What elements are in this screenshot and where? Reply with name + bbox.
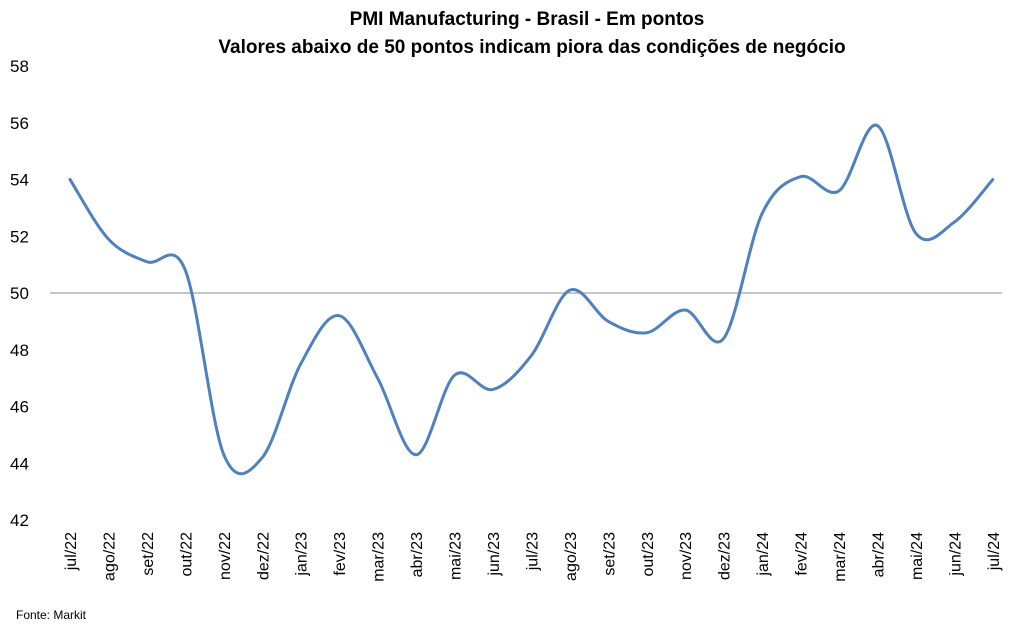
y-tick-label: 54	[10, 171, 29, 190]
data-point-fev-24	[798, 174, 804, 180]
data-point-ago-22	[105, 236, 111, 242]
x-tick-label: out/23	[640, 532, 657, 577]
y-tick-label: 48	[10, 341, 29, 360]
data-point-jun-23	[490, 386, 496, 392]
data-point-jun-24	[951, 219, 957, 225]
data-point-jul-22	[67, 177, 73, 183]
data-point-mar-23	[375, 375, 381, 381]
y-tick-label: 56	[10, 114, 29, 133]
x-tick-label: mar/24	[832, 532, 849, 582]
x-tick-label: jul/24	[986, 532, 1003, 571]
data-point-jul-24	[990, 177, 996, 183]
y-tick-label: 44	[10, 454, 29, 473]
x-tick-label: nov/23	[678, 532, 695, 580]
data-points	[67, 123, 996, 461]
x-tick-label: jun/24	[947, 532, 964, 577]
data-point-mai-24	[913, 230, 919, 236]
y-tick-label: 52	[10, 227, 29, 246]
series-line-pmi	[68, 123, 995, 476]
x-tick-label: mai/24	[909, 532, 926, 580]
y-tick-label: 46	[10, 398, 29, 417]
x-tick-label: dez/23	[717, 532, 734, 580]
x-tick-label: set/22	[140, 532, 157, 576]
chart-title: PMI Manufacturing - Brasil - Em pontos	[350, 9, 705, 30]
x-tick-label: jul/22	[63, 532, 80, 571]
data-point-set-23	[605, 318, 611, 324]
x-tick-label: jan/24	[755, 532, 772, 577]
data-point-nov-23	[682, 307, 688, 313]
x-tick-label: fev/23	[332, 532, 349, 576]
x-tick-label: mar/23	[371, 532, 388, 582]
x-tick-label: ago/23	[563, 532, 580, 581]
y-tick-label: 50	[10, 284, 29, 303]
x-axis: jul/22 ago/22 set/22 out/22 nov/22 dez/22 jan/…	[63, 532, 1003, 582]
data-point-mar-24	[836, 188, 842, 194]
x-tick-label: out/22	[178, 532, 195, 577]
data-point-out-22	[182, 267, 188, 273]
data-point-ago-23	[567, 287, 573, 293]
data-point-out-23	[644, 330, 650, 336]
data-point-jan-23	[298, 361, 304, 367]
y-tick-label: 42	[10, 511, 29, 530]
x-tick-label: abr/23	[409, 532, 426, 577]
data-point-abr-24	[874, 123, 880, 129]
data-point-jan-24	[759, 211, 765, 217]
x-tick-label: mai/23	[448, 532, 465, 580]
x-tick-label: abr/24	[870, 532, 887, 577]
data-point-mai-23	[452, 372, 458, 378]
chart-subtitle: Valores abaixo de 50 pontos indicam pior…	[218, 37, 845, 58]
data-point-nov-22	[221, 452, 227, 458]
data-point-abr-23	[413, 452, 419, 458]
x-tick-label: set/23	[601, 532, 618, 576]
x-tick-label: dez/22	[255, 532, 272, 580]
x-tick-label: jan/23	[294, 532, 311, 577]
data-point-dez-22	[259, 455, 265, 461]
data-point-jul-23	[528, 352, 534, 358]
data-point-dez-23	[721, 335, 727, 341]
source-note: Fonte: Markit	[16, 608, 87, 622]
x-tick-label: jun/23	[486, 532, 503, 577]
x-tick-label: ago/22	[101, 532, 118, 581]
data-point-fev-23	[336, 313, 342, 319]
x-tick-label: nov/22	[217, 532, 234, 580]
y-tick-label: 58	[10, 57, 29, 76]
x-tick-label: fev/24	[794, 532, 811, 576]
data-point-set-22	[144, 259, 150, 265]
y-axis: 42 44 46 48 50 52 54 56 58	[10, 57, 29, 530]
x-tick-label: jul/23	[524, 532, 541, 571]
